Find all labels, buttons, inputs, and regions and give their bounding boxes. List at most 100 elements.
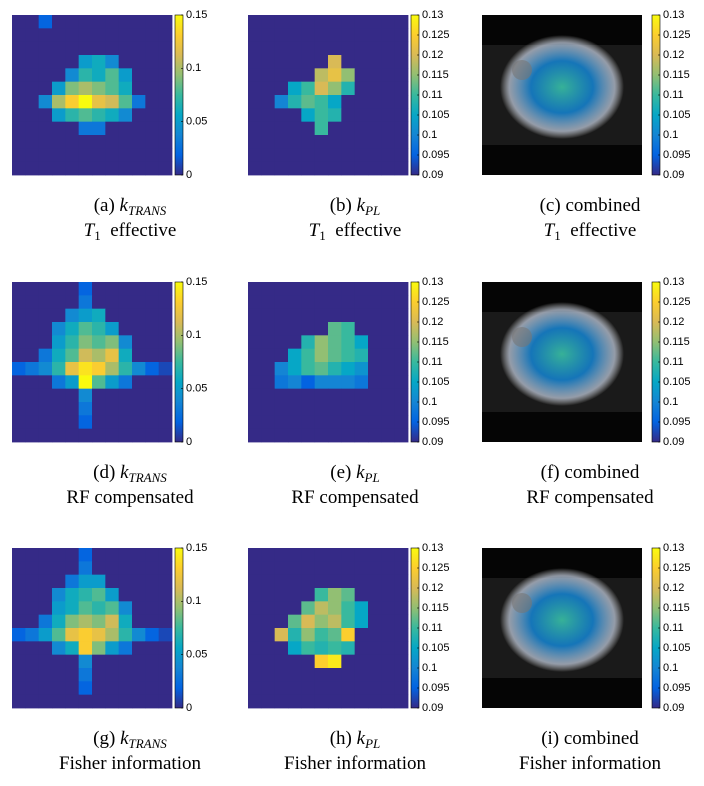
heatmap-cell xyxy=(105,95,120,109)
heatmap-cell xyxy=(145,148,160,163)
caption-line: (a) kTRANS xyxy=(94,195,167,218)
heatmap-cell xyxy=(288,295,302,310)
heatmap-cell xyxy=(105,614,120,629)
heatmap-cell xyxy=(328,415,342,430)
heatmap-cell xyxy=(301,148,316,163)
heatmap-cell xyxy=(341,415,356,430)
caption-label: (e) xyxy=(330,462,351,483)
heatmap-cell xyxy=(261,402,276,416)
heatmap-cell xyxy=(12,68,26,83)
heatmap-cell xyxy=(105,668,120,682)
heatmap-cell xyxy=(52,668,66,682)
heatmap-cell xyxy=(261,295,276,310)
heatmap-cell xyxy=(12,41,26,56)
colorbar-tick-label: 0.125 xyxy=(422,296,450,308)
heatmap-cell xyxy=(52,335,66,350)
heatmap-cell xyxy=(118,295,133,310)
heatmap-cell xyxy=(118,108,133,123)
heatmap-cell xyxy=(328,41,342,56)
heatmap-cell xyxy=(158,282,173,296)
heatmap-cell xyxy=(145,654,160,669)
heatmap-cell xyxy=(12,121,26,136)
heatmap-cell xyxy=(341,574,356,589)
colorbar-tick-label: 0.11 xyxy=(422,89,443,101)
heatmap-cell xyxy=(92,641,106,656)
caption-line: (g) kTRANS xyxy=(93,728,167,751)
heatmap-cell xyxy=(328,681,342,696)
heatmap-cell xyxy=(368,654,382,669)
heatmap-cell xyxy=(328,295,342,310)
heatmap-cell xyxy=(354,15,369,29)
heatmap-cell xyxy=(38,402,53,416)
heatmap-cell xyxy=(368,681,382,696)
heatmap-cell xyxy=(314,641,329,656)
heatmap-cell xyxy=(288,282,302,296)
heatmap-cell xyxy=(38,81,53,96)
heatmap-cell xyxy=(261,375,276,390)
heatmap-cell xyxy=(381,628,396,642)
heatmap-cell xyxy=(301,362,316,376)
heatmap-cell xyxy=(132,335,146,350)
heatmap-cell xyxy=(261,654,276,669)
heatmap-cell xyxy=(314,628,329,642)
heatmap-cell xyxy=(145,428,160,443)
heatmap-cell xyxy=(261,41,276,56)
heatmap-cell xyxy=(248,68,262,83)
caption-label: (a) xyxy=(94,195,115,216)
heatmap-cell xyxy=(52,348,66,363)
heatmap-cell xyxy=(274,362,289,376)
heatmap-cell xyxy=(145,41,160,56)
heatmap-cell xyxy=(105,41,120,56)
heatmap-cell xyxy=(341,135,356,149)
heatmap-cell xyxy=(288,28,302,43)
colorbar-tick-label: 0.09 xyxy=(422,702,443,714)
colorbar-tick-label: 0.105 xyxy=(663,109,691,121)
heatmap-cell xyxy=(248,108,262,123)
heatmap-cell xyxy=(52,41,66,56)
heatmap-cell xyxy=(12,561,26,576)
heatmap-cell xyxy=(132,628,146,642)
heatmap-cell xyxy=(394,428,409,443)
colorbar-tick-label: 0.15 xyxy=(186,276,207,288)
heatmap-cell xyxy=(341,628,356,642)
heatmap-cell xyxy=(381,68,396,83)
heatmap-cell xyxy=(248,588,262,602)
heatmap-cell xyxy=(288,161,302,176)
heatmap-cell xyxy=(118,335,133,350)
heatmap-cell xyxy=(354,295,369,310)
heatmap-cell xyxy=(38,41,53,56)
heatmap-cell xyxy=(394,561,409,576)
heatmap-cell xyxy=(65,362,80,376)
heatmap-cell xyxy=(92,601,106,616)
heatmap-cell xyxy=(158,15,173,29)
heatmap-cell xyxy=(132,614,146,629)
heatmap-cell xyxy=(25,654,40,669)
heatmap-cell xyxy=(394,108,409,123)
heatmap-cell xyxy=(92,135,106,149)
heatmap-cell xyxy=(105,135,120,149)
heatmap-cell xyxy=(65,121,80,136)
heatmap-cell xyxy=(65,548,80,562)
heatmap-cell xyxy=(92,428,106,443)
heatmap-cell xyxy=(354,428,369,443)
heatmap-cell xyxy=(301,121,316,136)
caption-text: combined xyxy=(564,462,639,483)
heatmap-cell xyxy=(341,641,356,656)
heatmap-cell xyxy=(328,322,342,336)
heatmap-cell xyxy=(25,574,40,589)
heatmap-cell xyxy=(248,148,262,163)
heatmap-cell xyxy=(354,548,369,562)
heatmap-cell xyxy=(274,348,289,363)
heatmap-cell xyxy=(12,654,26,669)
heatmap-cell xyxy=(92,694,106,709)
heatmap-cell xyxy=(368,375,382,390)
heatmap-cell xyxy=(145,574,160,589)
heatmap-cell xyxy=(52,148,66,163)
heatmap-cell xyxy=(38,282,53,296)
heatmap-cell xyxy=(274,308,289,323)
heatmap-cell xyxy=(248,668,262,682)
heatmap-cell xyxy=(132,135,146,149)
heatmap-cell xyxy=(12,28,26,43)
heatmap-cell xyxy=(52,121,66,136)
heatmap-cell xyxy=(248,41,262,56)
